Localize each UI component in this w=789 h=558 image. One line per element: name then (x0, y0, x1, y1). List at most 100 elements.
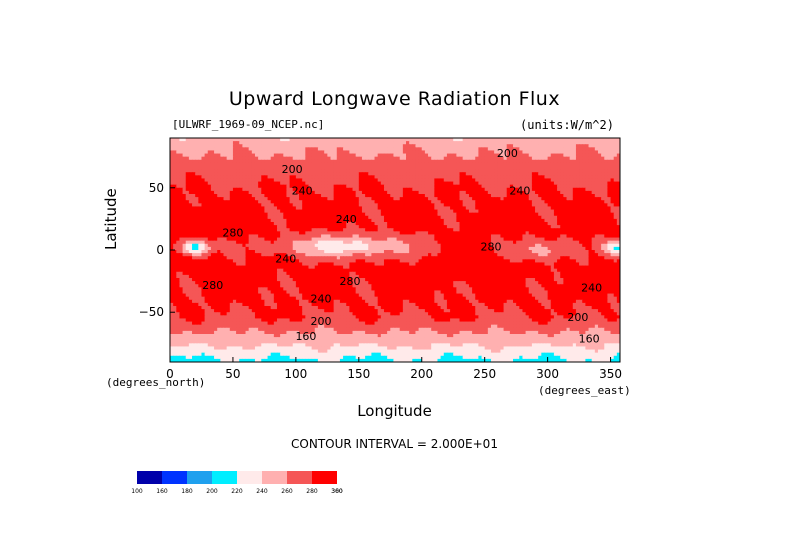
heatmap-cell (585, 203, 590, 207)
heatmap-cell (588, 203, 593, 207)
heatmap-cell (553, 234, 558, 239)
heatmap-cell (572, 190, 577, 195)
heatmap-cell (377, 159, 382, 164)
heatmap-cell (418, 225, 423, 229)
heatmap-cell (295, 184, 300, 189)
heatmap-cell (179, 243, 184, 248)
heatmap-cell (295, 141, 300, 145)
heatmap-cell (396, 184, 401, 189)
heatmap-cell (528, 162, 533, 167)
heatmap-cell (560, 153, 564, 158)
heatmap-cell (220, 172, 224, 176)
heatmap-cell (173, 184, 177, 189)
heatmap-cell (396, 187, 401, 192)
heatmap-cell (352, 138, 357, 142)
heatmap-cell (490, 206, 495, 211)
heatmap-cell (286, 172, 291, 176)
heatmap-cell (607, 169, 612, 173)
heatmap-cell (217, 206, 221, 211)
heatmap-cell (424, 147, 429, 151)
heatmap-cell (317, 243, 322, 248)
heatmap-cell (579, 172, 583, 176)
heatmap-cell (343, 184, 347, 189)
heatmap-cell (424, 141, 429, 145)
heatmap-cell (503, 209, 508, 214)
heatmap-cell (267, 153, 272, 158)
heatmap-cell (428, 178, 432, 183)
heatmap-cell (569, 187, 574, 192)
heatmap-cell (616, 153, 621, 158)
heatmap-cell (569, 237, 574, 242)
heatmap-cell (553, 231, 558, 235)
heatmap-cell (582, 237, 586, 242)
heatmap-cell (601, 215, 605, 220)
heatmap-cell (563, 175, 568, 179)
heatmap-cell (380, 206, 385, 211)
heatmap-cell (245, 184, 250, 189)
heatmap-cell (610, 218, 615, 223)
heatmap-cell (475, 231, 479, 235)
heatmap-cell (377, 181, 382, 186)
heatmap-cell (198, 231, 202, 235)
heatmap-cell (462, 162, 467, 167)
heatmap-cell (267, 147, 272, 151)
heatmap-cell (393, 162, 398, 167)
heatmap-cell (415, 190, 420, 195)
heatmap-cell (472, 147, 476, 151)
heatmap-cell (450, 222, 454, 226)
heatmap-cell (462, 215, 467, 220)
heatmap-cell (437, 225, 442, 229)
heatmap-cell (311, 166, 316, 170)
heatmap-cell (220, 144, 224, 148)
heatmap-cell (553, 243, 558, 248)
heatmap-cell (506, 209, 511, 214)
heatmap-cell (380, 222, 385, 226)
heatmap-cell (494, 240, 498, 245)
heatmap-cell (604, 169, 608, 173)
heatmap-cell (210, 144, 215, 148)
heatmap-cell (336, 166, 341, 170)
heatmap-cell (594, 147, 599, 151)
heatmap-cell (553, 175, 558, 179)
heatmap-cell (270, 162, 275, 167)
heatmap-cell (478, 141, 483, 145)
heatmap-cell (173, 228, 177, 232)
heatmap-cell (308, 156, 313, 161)
heatmap-cell (217, 200, 221, 204)
heatmap-cell (553, 218, 558, 223)
heatmap-cell (468, 243, 473, 248)
heatmap-cell (544, 222, 549, 226)
heatmap-cell (415, 197, 420, 201)
heatmap-cell (494, 169, 498, 173)
heatmap-cell (560, 187, 564, 192)
heatmap-cell (210, 243, 215, 248)
heatmap-cell (264, 187, 269, 192)
heatmap-cell (276, 190, 281, 195)
heatmap-cell (276, 212, 281, 217)
heatmap-cell (478, 166, 483, 170)
heatmap-cell (273, 228, 278, 232)
heatmap-cell (582, 150, 586, 155)
heatmap-cell (245, 209, 250, 214)
heatmap-cell (418, 228, 423, 232)
heatmap-cell (176, 150, 180, 155)
heatmap-cell (365, 175, 369, 179)
heatmap-cell (339, 190, 344, 195)
heatmap-cell (525, 138, 530, 142)
heatmap-cell (610, 187, 615, 192)
heatmap-cell (192, 181, 196, 186)
heatmap-cell (210, 153, 215, 158)
heatmap-cell (192, 234, 196, 239)
heatmap-cell (327, 228, 331, 232)
heatmap-cell (223, 215, 228, 220)
heatmap-cell (195, 243, 199, 248)
heatmap-cell (173, 206, 177, 211)
heatmap-cell (289, 190, 294, 195)
heatmap-cell (321, 147, 325, 151)
heatmap-cell (289, 231, 294, 235)
heatmap-cell (173, 243, 177, 248)
heatmap-cell (494, 243, 498, 248)
heatmap-cell (604, 166, 608, 170)
heatmap-cell (462, 169, 467, 173)
heatmap-cell (343, 181, 347, 186)
